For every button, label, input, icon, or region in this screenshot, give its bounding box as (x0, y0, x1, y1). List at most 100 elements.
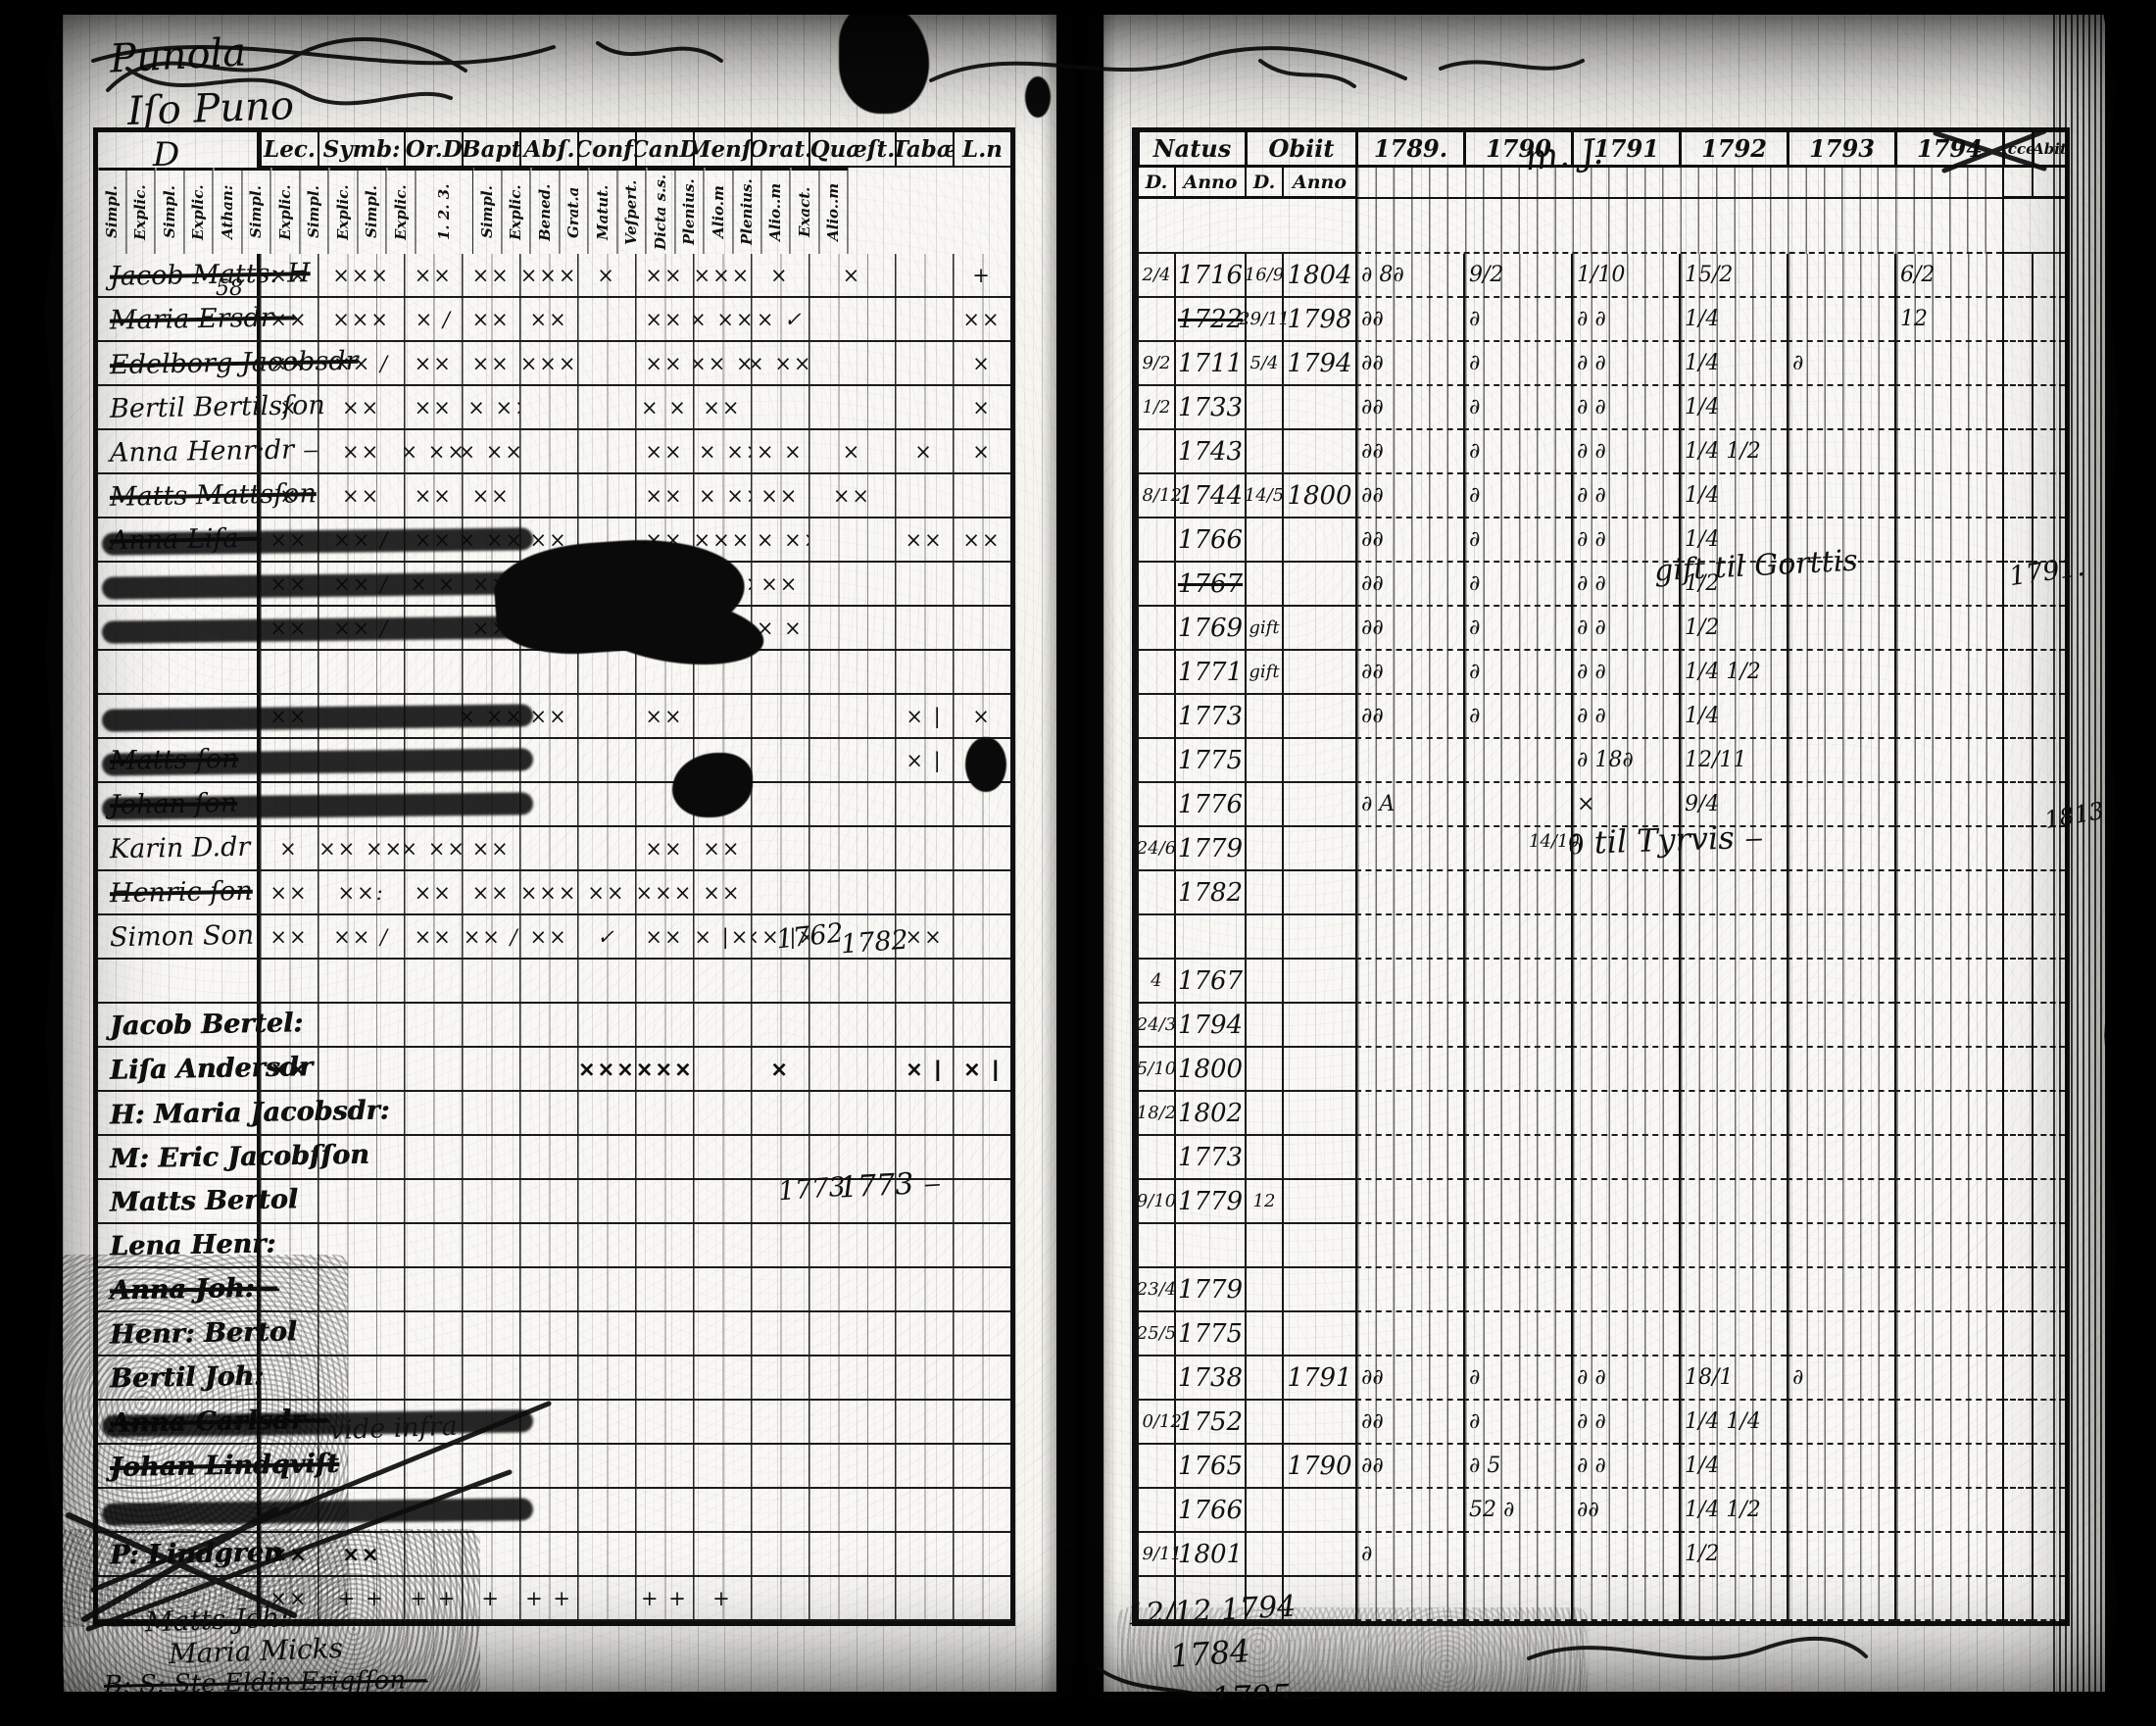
year-mark-cell: 1/10 (1571, 254, 1679, 298)
mark-cell: ××× (634, 871, 693, 913)
mark-cell (895, 474, 954, 517)
natus-year: 1767 (1174, 563, 1245, 607)
year-mark-cell (1571, 1533, 1679, 1577)
mark-cell (577, 827, 635, 869)
mark-cell (953, 1180, 1010, 1222)
obiit-year: 1804 (1282, 254, 1355, 298)
natus-year: 1779 (1174, 827, 1245, 871)
year-mark-cell (1894, 342, 2002, 386)
year-mark-cell (1894, 1004, 2002, 1048)
natus-day: 4 (1137, 960, 1174, 1004)
mark-cell (634, 1312, 693, 1355)
mark-cell (260, 1004, 318, 1046)
acce-cell (2002, 430, 2032, 474)
year-mark-cell: 1/4 1/2 (1679, 651, 1787, 695)
natus-year: 1782 (1174, 871, 1245, 915)
mark-cell: ×× ×× (692, 474, 751, 517)
scan-edge-right (2101, 0, 2156, 1726)
person-name: Anna Carlsdr ⎯ (98, 1401, 534, 1443)
mark-cell (750, 651, 808, 693)
person-name-text: Maria Ersdr ⎯ (109, 301, 295, 336)
natus-year-value: 1722 (1177, 304, 1244, 334)
mark-cell (577, 1577, 635, 1619)
obiit-day (1245, 871, 1282, 915)
register-row: M: Eric Jacobſſon (98, 1136, 1010, 1180)
filler-cell (1137, 199, 1355, 254)
handwritten-annotation: 1782 (840, 924, 909, 961)
natus-year: 1722 (1174, 298, 1245, 342)
year-mark-cell (1787, 695, 1894, 739)
handwritten-annotation: m. J. (1523, 131, 1605, 179)
natus-year: 1738 (1174, 1356, 1245, 1401)
mark-cell: ×× (404, 254, 463, 296)
mark-cell (808, 1136, 896, 1178)
column-header: Symb: (317, 132, 405, 168)
mark-cell (404, 1445, 463, 1487)
mark-cell: ×× ×× (462, 386, 520, 428)
handwritten-annotation: Maria Micks (168, 1631, 344, 1671)
mark-cell (895, 1224, 954, 1266)
year-mark-cell (1787, 651, 1894, 695)
acce-cell (2002, 298, 2032, 342)
natus-year: 1752 (1174, 1401, 1245, 1445)
register-row (98, 960, 1010, 1004)
mark-cell: ×× × (692, 342, 751, 384)
column-header-year: 1793 (1787, 132, 1894, 168)
obiit-year (1282, 783, 1355, 827)
column-header: Tabæ (895, 132, 954, 168)
mark-cell: ×× (634, 430, 693, 472)
mark-cell: ×× (260, 1048, 318, 1090)
mark-cell (634, 1268, 693, 1310)
year-mark-cell (1787, 1533, 1894, 1577)
abit-cell (2032, 342, 2065, 386)
mark-cell (895, 651, 954, 693)
natus-year-value: 1766 (1177, 1495, 1244, 1525)
mark-cell (634, 960, 693, 1002)
obiit-year: 1794 (1282, 342, 1355, 386)
mark-cell: × ×× (692, 298, 751, 340)
mark-cell (260, 1136, 318, 1178)
mark-cell (404, 1312, 463, 1355)
mark-cell (519, 1048, 578, 1090)
year-mark-cell (1787, 518, 1894, 563)
year-mark-cell (1787, 739, 1894, 783)
mark-cell (692, 695, 751, 737)
mark-cell (750, 960, 808, 1002)
natus-day: 24/3 (1137, 1004, 1176, 1048)
mark-cell: ××× (519, 254, 578, 296)
year-mark-cell (1787, 827, 1894, 871)
register-row: Jacob Matts: H ×× ××× ×× ×× ××× × ×× ××× × × + (98, 254, 1010, 298)
mark-cell: ×× (404, 474, 463, 517)
year-mark-cell (1894, 1224, 2002, 1268)
mark-cell (462, 1048, 520, 1090)
register-row: 1771 gift ∂∂ ∂ ∂ ∂ 1/4 1/2 (1137, 651, 2065, 695)
acce-cell (2002, 1577, 2032, 1621)
acce-cell (2002, 1180, 2032, 1224)
column-subheader: Simpl. (242, 168, 271, 254)
register-row: 1743 ∂∂ ∂ ∂ ∂ 1/4 1/2 (1137, 430, 2065, 474)
register-row (98, 1489, 1010, 1533)
mark-cell (895, 1533, 954, 1575)
year-mark-cell (1894, 386, 2002, 430)
year-mark-cell: ∂ (1463, 474, 1571, 518)
abit-cell (2032, 1268, 2065, 1312)
column-header: Lec. (260, 132, 318, 168)
obiit-day (1245, 1048, 1282, 1092)
year-mark-cell: × (1571, 783, 1679, 827)
abit-cell (2032, 563, 2065, 607)
mark-cell (692, 1401, 751, 1443)
mark-cell: ×× (519, 915, 578, 958)
register-row (1137, 1224, 2065, 1268)
mark-cell (808, 827, 896, 869)
mark-cell (577, 1401, 635, 1443)
column-subheader: Simpl. (300, 168, 329, 254)
mark-cell (808, 1533, 896, 1575)
year-mark-cell (1571, 1577, 1679, 1621)
natus-year (1174, 1224, 1245, 1268)
mark-cell (953, 1533, 1010, 1575)
column-header-obiit: Obiit (1245, 132, 1355, 168)
abit-cell (2032, 1312, 2065, 1356)
acce-cell (2002, 254, 2032, 298)
year-mark-cell (1894, 1533, 2002, 1577)
mark-cell (895, 298, 954, 340)
